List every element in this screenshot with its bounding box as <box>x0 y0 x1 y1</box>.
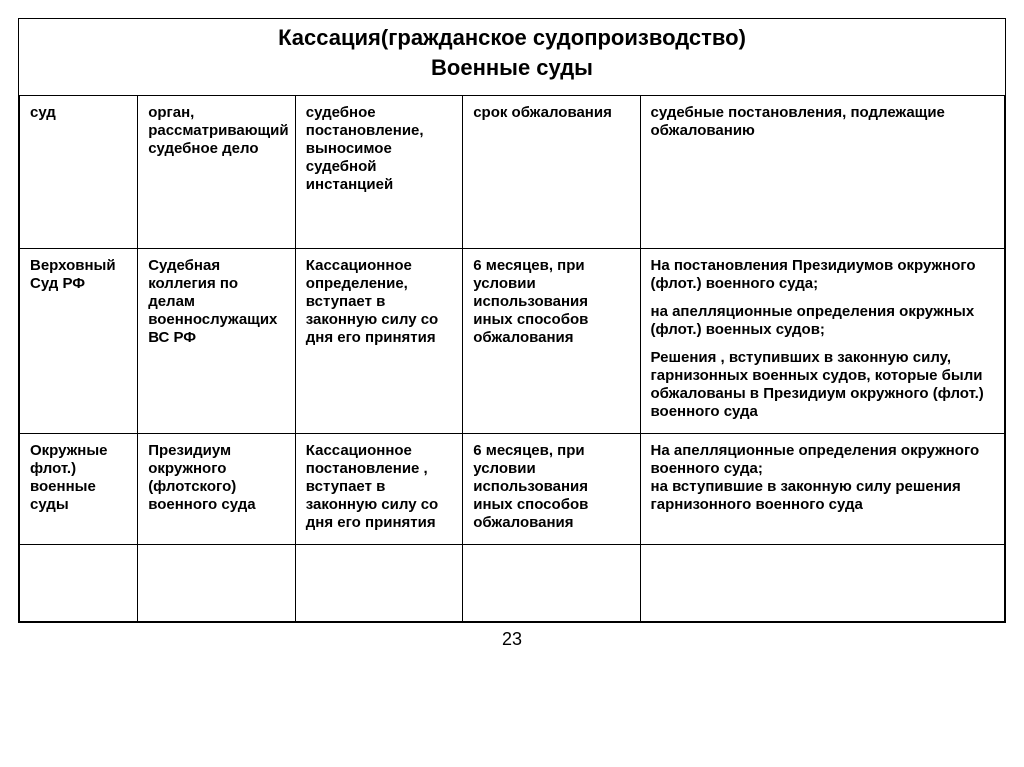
header-term: срок обжалования <box>463 96 640 249</box>
table-row: Окружные флот.) военные суды Президиум о… <box>20 434 1005 545</box>
cell-decision: Кассационное определение, вступает в зак… <box>295 249 462 434</box>
cell-court: Верховный Суд РФ <box>20 249 138 434</box>
page-number: 23 <box>18 629 1006 650</box>
title-line-2: Военные суды <box>19 55 1005 81</box>
cell-decision: Кассационное постановление , вступает в … <box>295 434 462 545</box>
cell-body: Президиум окружного (флотского) военного… <box>138 434 296 545</box>
courts-table: суд орган, рассматривающий судебное дело… <box>19 95 1005 622</box>
cell-term: 6 месяцев, при условии использования ины… <box>463 434 640 545</box>
header-appealable: судебные постановления, подлежащие обжал… <box>640 96 1004 249</box>
cell-court: Окружные флот.) военные суды <box>20 434 138 545</box>
header-decision: судебное постановление, выносимое судебн… <box>295 96 462 249</box>
header-court: суд <box>20 96 138 249</box>
header-body: орган, рассматривающий судебное дело <box>138 96 296 249</box>
table-row: Верховный Суд РФ Судебная коллегия по де… <box>20 249 1005 434</box>
table-header-row: суд орган, рассматривающий судебное дело… <box>20 96 1005 249</box>
title-line-1: Кассация(гражданское судопроизводство) <box>19 25 1005 51</box>
cell-body: Судебная коллегия по делам военнослужащи… <box>138 249 296 434</box>
cell-term: 6 месяцев, при условии использования ины… <box>463 249 640 434</box>
cell-appealable: На постановления Президиумов окружного (… <box>640 249 1004 434</box>
cell-appealable: На апелляционные определения окружного в… <box>640 434 1004 545</box>
table-empty-row <box>20 545 1005 622</box>
